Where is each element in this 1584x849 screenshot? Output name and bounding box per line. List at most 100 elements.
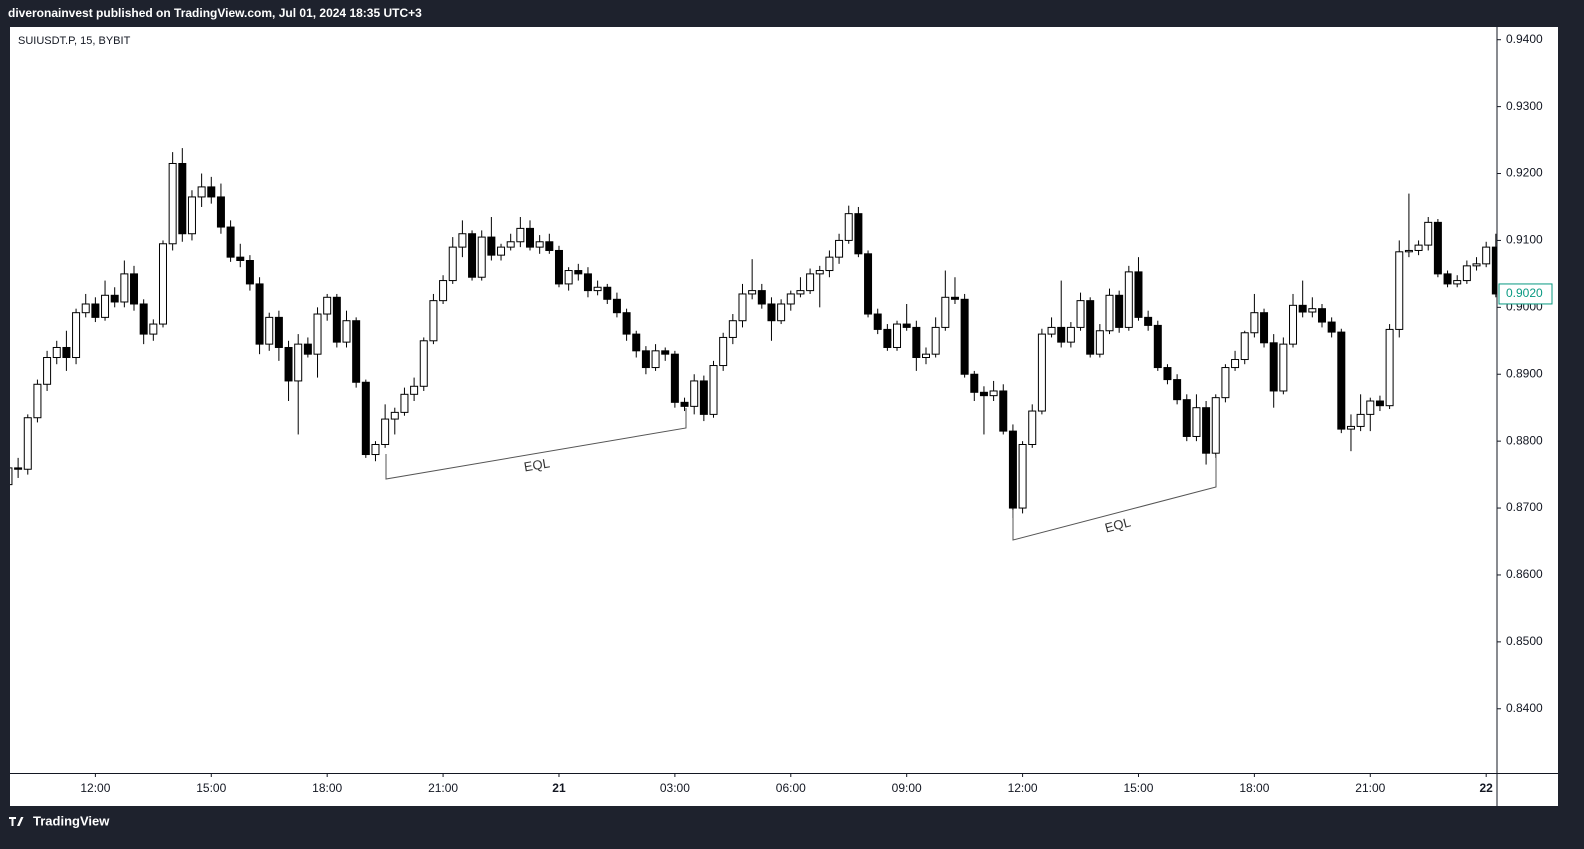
candle-body xyxy=(23,417,32,470)
candle-body xyxy=(970,373,979,393)
candle-body xyxy=(1424,221,1433,246)
candle-body xyxy=(612,298,621,314)
candle-body xyxy=(979,391,988,397)
candle-body xyxy=(400,393,409,413)
candle-body xyxy=(719,336,728,367)
candle-body xyxy=(33,383,42,419)
candle-body xyxy=(439,280,448,302)
candle-body xyxy=(149,323,158,335)
candle-body xyxy=(728,320,737,338)
candle-body xyxy=(873,313,882,330)
candle-body xyxy=(120,273,129,303)
candle-body xyxy=(844,213,853,241)
candle-body xyxy=(786,293,795,305)
last-price-label: 0.9020 xyxy=(1506,286,1543,300)
candle-body xyxy=(545,241,554,251)
candle-body xyxy=(670,353,679,403)
x-tick-label: 06:00 xyxy=(776,781,806,795)
candle-body xyxy=(603,286,612,300)
candle-body xyxy=(1231,359,1240,369)
candle-body xyxy=(738,293,747,322)
chart-title: SUIUSDT.P, 15, BYBIT xyxy=(18,35,131,47)
candle-body xyxy=(526,227,535,248)
candle-body xyxy=(1472,263,1481,267)
candle-body xyxy=(1221,367,1230,399)
candle-body xyxy=(709,365,718,415)
x-tick-label: 21:00 xyxy=(428,781,458,795)
candle-body xyxy=(1047,326,1056,335)
candle-body xyxy=(941,296,950,328)
candle-body xyxy=(72,312,81,359)
candle-body xyxy=(835,239,844,258)
candle-body xyxy=(564,270,573,285)
candle-body xyxy=(1404,249,1413,253)
candle-body xyxy=(921,353,930,359)
candle-body xyxy=(912,326,921,359)
candle-body xyxy=(323,296,332,315)
candle-body xyxy=(43,357,52,385)
candle-body xyxy=(661,350,670,355)
candle-body xyxy=(14,467,23,470)
candle-body xyxy=(1443,273,1452,285)
x-tick-label: 03:00 xyxy=(660,781,690,795)
candle-body xyxy=(1066,326,1075,343)
candle-body xyxy=(1211,397,1220,454)
eql-label: EQL xyxy=(523,455,551,474)
footer-brand: TradingView xyxy=(33,813,110,828)
candle-body xyxy=(1192,407,1201,437)
candle-body xyxy=(1163,367,1172,381)
candle-body xyxy=(1057,326,1066,343)
x-tick-label: 15:00 xyxy=(196,781,226,795)
candle-body xyxy=(81,303,90,314)
candle-body xyxy=(313,313,322,355)
candle-body xyxy=(62,346,71,359)
candle-body xyxy=(487,236,496,256)
candle-body xyxy=(1491,246,1497,295)
candle-body xyxy=(854,213,863,255)
candle-body xyxy=(332,296,341,343)
candle-body xyxy=(284,346,293,382)
candle-body xyxy=(1356,413,1365,427)
candle-body xyxy=(1124,271,1133,328)
candle-body xyxy=(516,227,525,243)
candle-body xyxy=(680,401,689,407)
candle-body xyxy=(931,326,940,355)
candle-body xyxy=(1028,410,1037,445)
candle-body xyxy=(1279,343,1288,392)
candle-body xyxy=(960,298,969,375)
x-tick-label: 12:00 xyxy=(1008,781,1038,795)
candle-body xyxy=(1115,294,1124,328)
x-tick-label: 22 xyxy=(1480,781,1494,795)
candle-body xyxy=(342,320,351,343)
candle-body xyxy=(767,303,776,322)
candle-body xyxy=(274,316,283,348)
candle-body xyxy=(1076,300,1085,328)
candle-body xyxy=(1008,430,1017,509)
candle-body xyxy=(641,350,650,369)
candle-body xyxy=(699,380,708,415)
y-tick-label: 0.8900 xyxy=(1506,366,1543,380)
candle-body xyxy=(419,340,428,387)
candle-body xyxy=(622,312,631,335)
candle-body xyxy=(1337,331,1346,430)
candle-body xyxy=(1018,443,1027,509)
candle-body xyxy=(1086,300,1095,355)
candle-body xyxy=(1317,308,1326,323)
candle-body xyxy=(1453,280,1462,285)
candle-body xyxy=(294,343,303,382)
x-tick-label: 18:00 xyxy=(312,781,342,795)
candle-body xyxy=(796,290,805,295)
candle-body xyxy=(893,323,902,348)
header-text: diveronainvest published on TradingView.… xyxy=(8,6,422,20)
candle-body xyxy=(187,196,196,235)
last-price-box xyxy=(1498,283,1553,305)
y-tick-label: 0.8400 xyxy=(1506,701,1543,715)
candle-body xyxy=(1385,328,1394,407)
candle-body xyxy=(52,346,61,359)
candle-body xyxy=(1105,294,1114,332)
candle-body xyxy=(554,249,563,285)
candle-body xyxy=(139,303,148,335)
candle-body xyxy=(168,162,177,245)
